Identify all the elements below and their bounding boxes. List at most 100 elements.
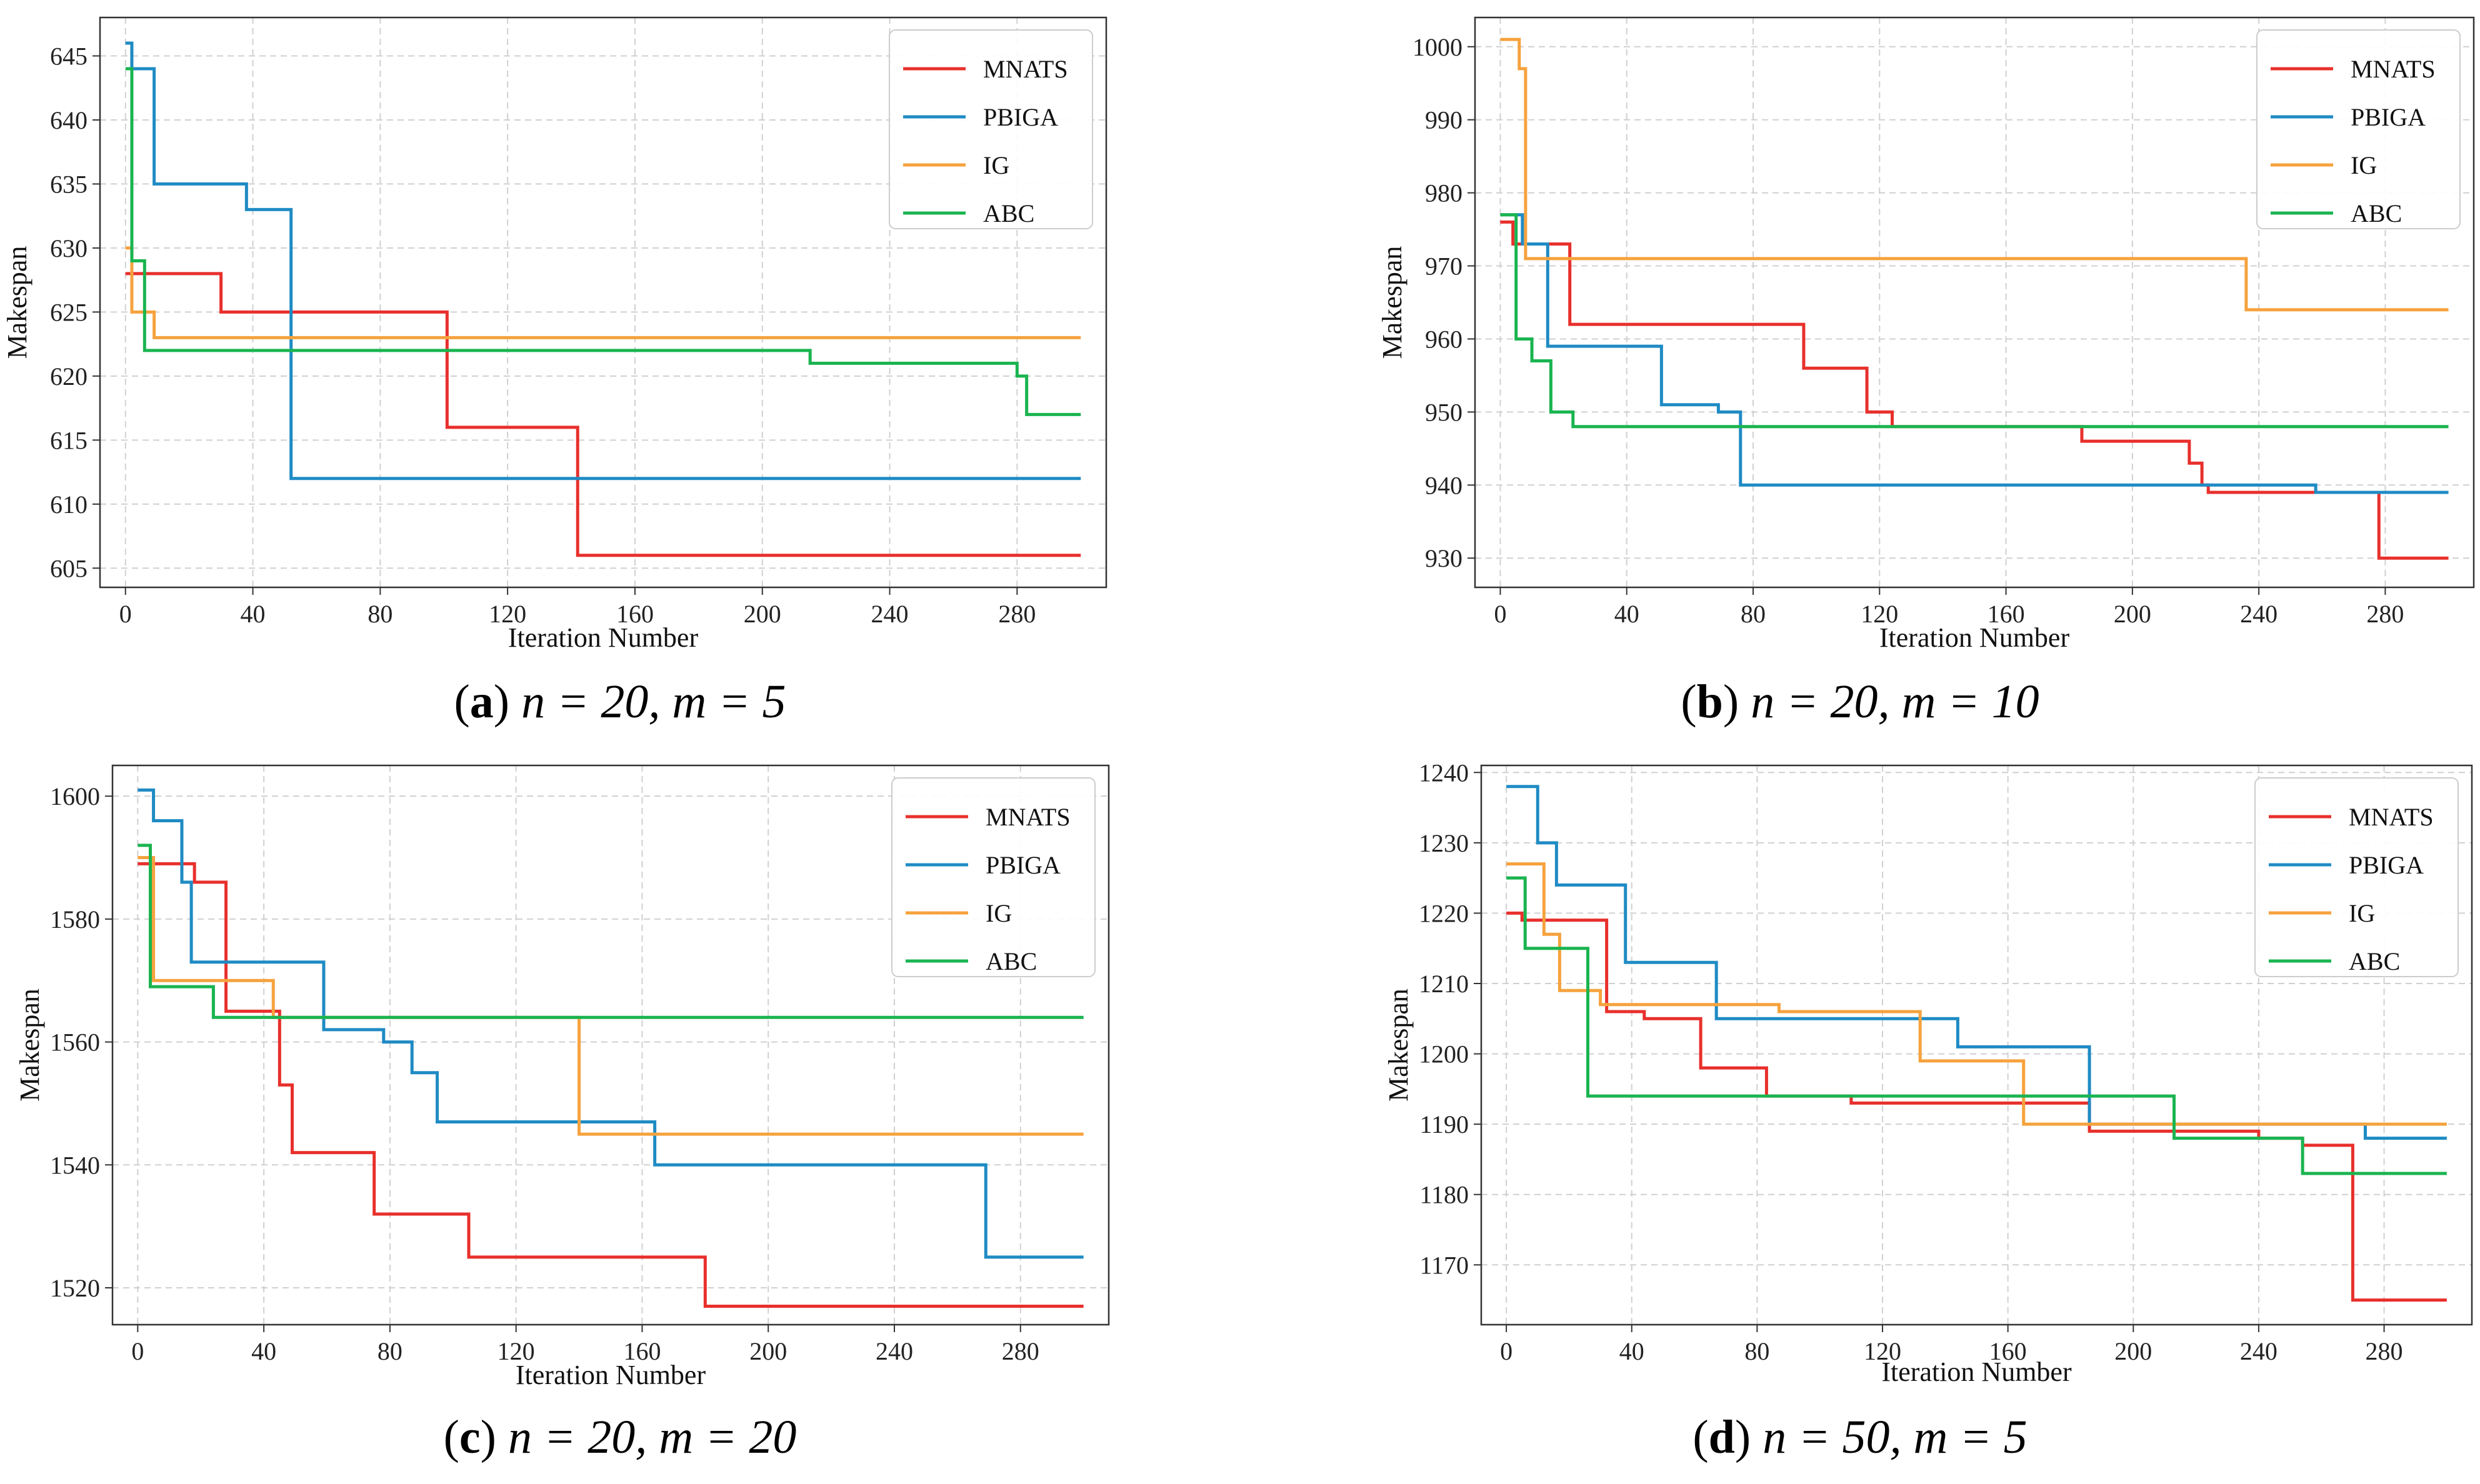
x-tick-label: 200: [2114, 600, 2151, 628]
series-line-abc: [138, 844, 1084, 1019]
legend-label-pbiga: PBIGA: [2349, 851, 2424, 879]
y-tick-label: 930: [1425, 544, 1462, 572]
y-tick-label: 1170: [1419, 1251, 1469, 1279]
legend-c: MNATS PBIGA IG ABC: [891, 777, 1096, 977]
legend-label-abc: ABC: [2351, 199, 2402, 227]
x-tick-label: 280: [1002, 1337, 1039, 1365]
x-tick-label: 40: [251, 1337, 276, 1365]
y-axis-label: Makespan: [14, 989, 45, 1102]
y-axis-label: Makespan: [1383, 989, 1414, 1102]
legend-b: MNATS PBIGA IG ABC: [2256, 29, 2461, 229]
chart-svg-a: 0 40 80 120 160 200 240 280 605 610 615 620 625 630 63…: [2, 16, 1108, 653]
legend-label-mnats: MNATS: [2351, 55, 2436, 83]
x-tick-label: 160: [1988, 600, 2025, 628]
series-line-abc: [1506, 876, 2447, 1175]
x-tick-label: 80: [378, 1337, 402, 1365]
legend-label-mnats: MNATS: [2349, 803, 2434, 831]
x-tick-label: 160: [623, 1337, 661, 1365]
caption-d: (d) n = 50, m = 5: [1692, 1411, 2028, 1463]
legend-label-mnats: MNATS: [986, 803, 1071, 831]
y-tick-label: 1540: [50, 1151, 100, 1179]
y-axis-label: Makespan: [2, 246, 32, 359]
y-tick-label: 640: [50, 106, 88, 134]
y-tick-label: 645: [50, 42, 88, 70]
series-line-pbiga: [125, 41, 1081, 481]
x-tick-label: 120: [1864, 1337, 1901, 1365]
x-tick-label: 280: [2366, 600, 2404, 628]
chart-svg-b: 0 40 80 120 160 200 240 280 930 940 950 960 970 980 99…: [1377, 16, 2475, 653]
x-tick-label: 240: [876, 1337, 913, 1365]
legend-box: [889, 29, 1093, 229]
y-tick-label: 610: [50, 491, 88, 519]
series-line-pbiga: [138, 788, 1084, 1259]
legend-label-mnats: MNATS: [983, 55, 1068, 83]
x-tick-label: 120: [1861, 600, 1898, 628]
axes-frame-d: [1480, 764, 2473, 1326]
x-tick-label: 160: [616, 600, 654, 628]
series-line-ig: [125, 246, 1081, 339]
x-axis-label: Iteration Number: [516, 1360, 706, 1390]
legend-d: MNATS PBIGA IG ABC: [2254, 777, 2459, 977]
y-tick-label: 635: [50, 170, 88, 198]
x-tick-label: 80: [1744, 1337, 1769, 1365]
y-axis-label: Makespan: [1377, 246, 1408, 359]
y-tick-label: 1560: [50, 1028, 100, 1057]
legend-label-abc: ABC: [983, 199, 1034, 227]
y-tick-label: 990: [1425, 106, 1462, 134]
x-tick-label: 40: [241, 600, 266, 628]
legend-label-ig: IG: [2351, 151, 2377, 179]
y-tick-label: 1220: [1419, 899, 1469, 927]
series-line-abc: [125, 67, 1081, 416]
legend-label-abc: ABC: [986, 947, 1037, 975]
legend-label-abc: ABC: [2349, 947, 2400, 975]
axes-frame-a: [99, 16, 1108, 589]
x-axis-label: Iteration Number: [1881, 1357, 2072, 1387]
series-line-abc: [1500, 213, 2449, 429]
chart-panel-c: 0 40 80 120 160 200 240 280 1520 1540 1560 1580 1600…: [0, 742, 1240, 1483]
y-tick-label: 1000: [1412, 33, 1462, 61]
x-tick-label: 160: [1989, 1337, 2027, 1365]
x-tick-label: 0: [119, 600, 132, 628]
y-tick-label: 1180: [1419, 1181, 1469, 1209]
x-axis-label: Iteration Number: [508, 622, 699, 653]
chart-svg-d: 0 40 80 120 160 200 240 280 1170 1180 1190 1200 1210…: [1383, 759, 2473, 1387]
chart-panel-a: 0 40 80 120 160 200 240 280 605 610 615 620 625 630 63…: [0, 0, 1240, 742]
x-tick-label: 0: [131, 1337, 144, 1365]
y-tick-label: 1580: [50, 905, 100, 934]
y-tick-label: 625: [50, 298, 88, 326]
x-axis-label: Iteration Number: [1879, 622, 2070, 653]
chart-svg-c: 0 40 80 120 160 200 240 280 1520 1540 1560 1580 1600…: [14, 764, 1110, 1390]
x-tick-label: 120: [489, 600, 526, 628]
legend-label-ig: IG: [2349, 899, 2375, 927]
grid-a: [100, 17, 1106, 587]
y-tick-label: 1190: [1419, 1110, 1469, 1138]
x-tick-label: 200: [2114, 1337, 2152, 1365]
chart-panel-b: 0 40 80 120 160 200 240 280 930 940 950 960 970 980 99…: [1240, 0, 2480, 742]
series-line-mnats: [138, 862, 1084, 1308]
y-tick-label: 980: [1425, 179, 1462, 207]
x-tick-label: 280: [998, 600, 1036, 628]
y-tick-label: 1520: [50, 1274, 100, 1302]
y-tick-label: 1240: [1419, 759, 1469, 787]
x-tick-label: 280: [2366, 1337, 2403, 1365]
legend-label-pbiga: PBIGA: [986, 851, 1061, 879]
x-tick-label: 120: [498, 1337, 535, 1365]
x-tick-label: 240: [2240, 1337, 2278, 1365]
legend-box: [891, 777, 1096, 977]
y-tick-label: 615: [50, 426, 88, 454]
axes-frame-b: [1474, 16, 2475, 589]
x-tick-label: 200: [744, 600, 781, 628]
series-line-ig: [1506, 862, 2447, 1126]
legend-label-ig: IG: [983, 151, 1009, 179]
series-line-ig: [138, 856, 1084, 1136]
x-tick-label: 80: [1741, 600, 1766, 628]
x-tick-label: 0: [1500, 1337, 1512, 1365]
axes-frame-c: [111, 764, 1110, 1326]
grid-d: [1481, 765, 2472, 1325]
x-tick-label: 40: [1614, 600, 1639, 628]
series-line-ig: [1500, 37, 2449, 312]
legend-box: [2254, 777, 2459, 977]
legend-box: [2256, 29, 2461, 229]
x-tick-label: 200: [749, 1337, 787, 1365]
y-tick-label: 1230: [1419, 829, 1469, 857]
